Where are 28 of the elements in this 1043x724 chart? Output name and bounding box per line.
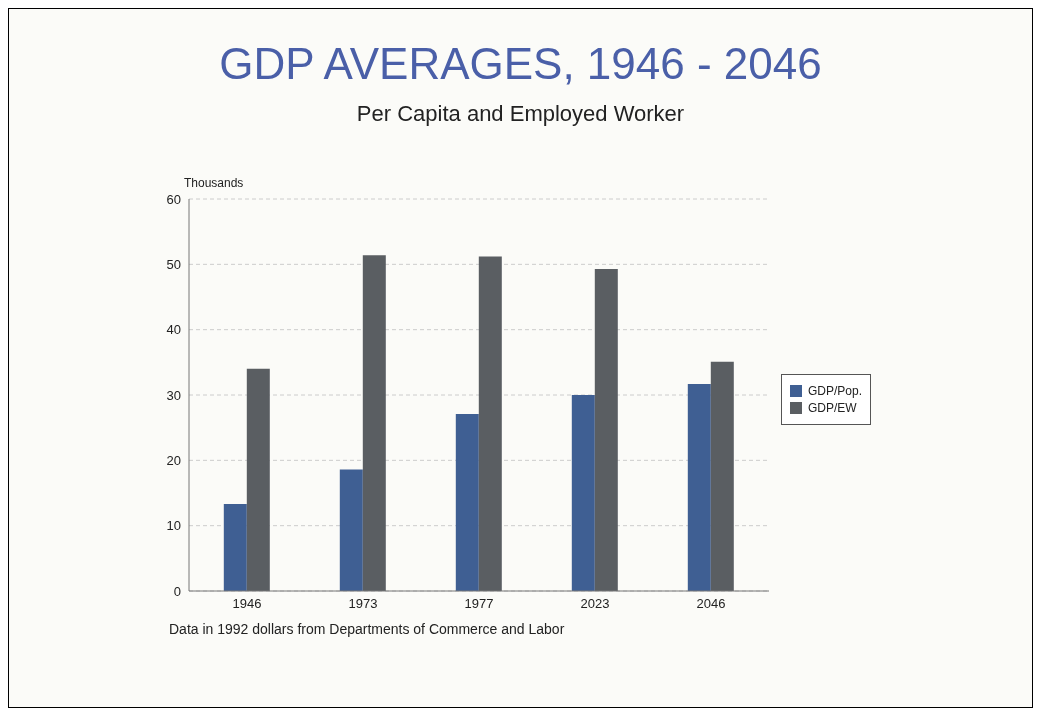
legend-label: GDP/Pop.	[808, 384, 863, 398]
bar	[362, 255, 386, 591]
x-tick-label: 2046	[696, 596, 726, 612]
x-tick-label: 2023	[580, 596, 610, 612]
legend-label: GDP/EW	[808, 401, 857, 415]
y-axis-title: Thousands	[184, 176, 244, 190]
y-tick-label: 30	[166, 387, 181, 403]
bar	[246, 368, 270, 591]
y-tick-label: 60	[166, 191, 181, 207]
bar	[455, 413, 479, 591]
bar	[710, 361, 734, 591]
bar	[223, 504, 247, 591]
chart-subtitle: Per Capita and Employed Worker	[355, 101, 686, 127]
y-tick-label: 40	[166, 322, 181, 338]
y-tick-label: 10	[166, 518, 181, 534]
chart-title: GDP AVERAGES, 1946 - 2046	[218, 39, 823, 89]
y-tick-label: 0	[173, 583, 181, 599]
bar	[687, 383, 711, 591]
bar	[571, 395, 595, 591]
bar	[339, 469, 363, 591]
x-tick-label: 1973	[348, 596, 378, 612]
x-tick-label: 1977	[464, 596, 494, 612]
bar	[594, 268, 618, 591]
y-tick-label: 20	[166, 452, 181, 468]
bar	[478, 256, 502, 591]
text: Data in 1992 dollars from Departments of Commerce and Labor	[169, 621, 565, 637]
y-tick-label: 50	[166, 256, 181, 272]
x-tick-label: 1946	[232, 596, 262, 612]
